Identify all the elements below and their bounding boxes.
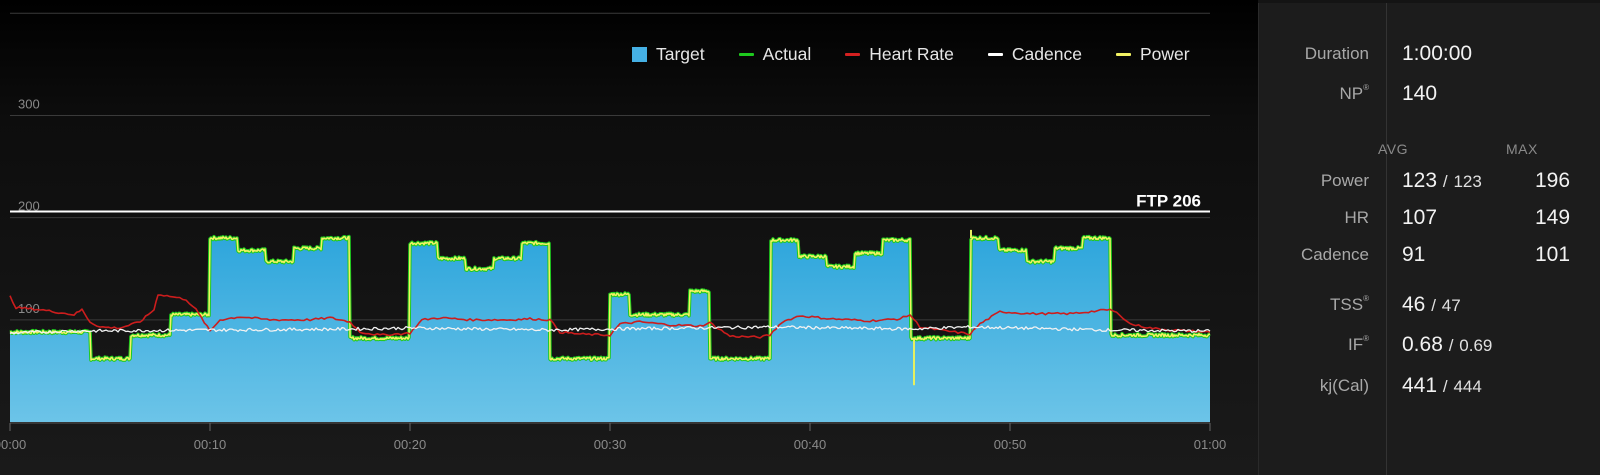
if-label: IF® — [1347, 334, 1369, 355]
heart-rate-line — [9, 294, 1211, 339]
kj-value-main: 441 — [1402, 374, 1438, 397]
tss-label-text: TSS — [1330, 295, 1364, 314]
y-tick-label-300: 300 — [18, 96, 40, 111]
power-max: 196 — [1535, 169, 1571, 192]
legend-target-swatch — [632, 47, 647, 62]
power-avg: 123 / 123 — [1402, 169, 1482, 193]
legend-target-label: Target — [656, 44, 705, 64]
np-reg-mark: ® — [1363, 83, 1369, 92]
power-avg-sep: / — [1442, 172, 1448, 191]
x-tick-label-2: 00:20 — [394, 437, 427, 452]
hr-max: 149 — [1535, 206, 1571, 229]
tss-sep: / — [1431, 296, 1436, 315]
max-header: MAX — [1506, 141, 1538, 157]
tss-value: 46 / 47 — [1402, 293, 1461, 317]
avg-header: AVG — [1378, 141, 1409, 157]
duration-value: 1:00:00 — [1402, 42, 1473, 65]
legend-actual-label: Actual — [762, 44, 812, 64]
x-tick-label-6: 01:00 — [1194, 437, 1227, 452]
legend-actual-swatch — [738, 53, 754, 56]
legend-target[interactable]: Target — [632, 44, 705, 65]
np-value: 140 — [1402, 82, 1438, 105]
cadence-max: 101 — [1535, 243, 1571, 266]
hr-label: HR — [1344, 208, 1369, 227]
duration-label: Duration — [1304, 44, 1369, 63]
legend-cadence-label: Cadence — [1011, 44, 1082, 64]
power-line — [9, 235, 1211, 361]
power-avg-alt: 123 — [1453, 172, 1482, 191]
tss-reg-mark: ® — [1363, 294, 1369, 303]
legend-heart-rate-swatch — [845, 53, 861, 56]
legend-power-swatch — [1115, 53, 1131, 56]
np-label-text: NP — [1339, 84, 1364, 103]
if-label-text: IF — [1347, 335, 1364, 354]
power-avg-value: 123 — [1402, 169, 1438, 192]
hr-avg: 107 — [1402, 206, 1438, 229]
kj-label: kj(Cal) — [1319, 376, 1369, 395]
x-tick-label-1: 00:10 — [194, 437, 227, 452]
if-reg-mark: ® — [1363, 334, 1369, 343]
if-alt: 0.69 — [1459, 336, 1493, 355]
y-tick-label-200: 200 — [18, 199, 40, 214]
cadence-line — [9, 324, 1211, 335]
tss-label: TSS® — [1330, 294, 1369, 315]
if-sep: / — [1448, 336, 1454, 355]
np-label: NP® — [1339, 83, 1369, 104]
legend-actual[interactable]: Actual — [738, 44, 812, 65]
tss-alt: 47 — [1441, 296, 1461, 315]
if-value-main: 0.68 — [1402, 333, 1443, 356]
stats-divider — [1386, 3, 1387, 475]
legend-heart-rate[interactable]: Heart Rate — [845, 44, 954, 65]
x-tick-label-5: 00:50 — [994, 437, 1027, 452]
kj-value: 441 / 444 — [1402, 374, 1482, 398]
x-tick-label-4: 00:40 — [794, 437, 827, 452]
cadence-avg: 91 — [1402, 243, 1426, 266]
power-label: Power — [1320, 171, 1369, 190]
x-tick-label-0: 00:00 — [0, 437, 26, 452]
chart-legend: Target Actual Heart Rate Cadence Power — [632, 44, 1190, 65]
kj-alt: 444 — [1453, 377, 1482, 396]
ftp-label: FTP 206 — [1136, 192, 1201, 211]
legend-power[interactable]: Power — [1115, 44, 1190, 65]
legend-heart-rate-label: Heart Rate — [869, 44, 954, 64]
legend-cadence-swatch — [987, 53, 1003, 56]
stats-panel: Duration 1:00:00 NP® 140 AVG MAX Power 1… — [1258, 3, 1600, 475]
legend-cadence[interactable]: Cadence — [987, 44, 1082, 65]
x-tick-label-3: 00:30 — [594, 437, 627, 452]
legend-power-label: Power — [1139, 44, 1190, 64]
if-value: 0.68 / 0.69 — [1402, 333, 1492, 357]
cadence-label: Cadence — [1300, 245, 1369, 264]
kj-sep: / — [1442, 377, 1448, 396]
tss-value-main: 46 — [1402, 293, 1426, 316]
